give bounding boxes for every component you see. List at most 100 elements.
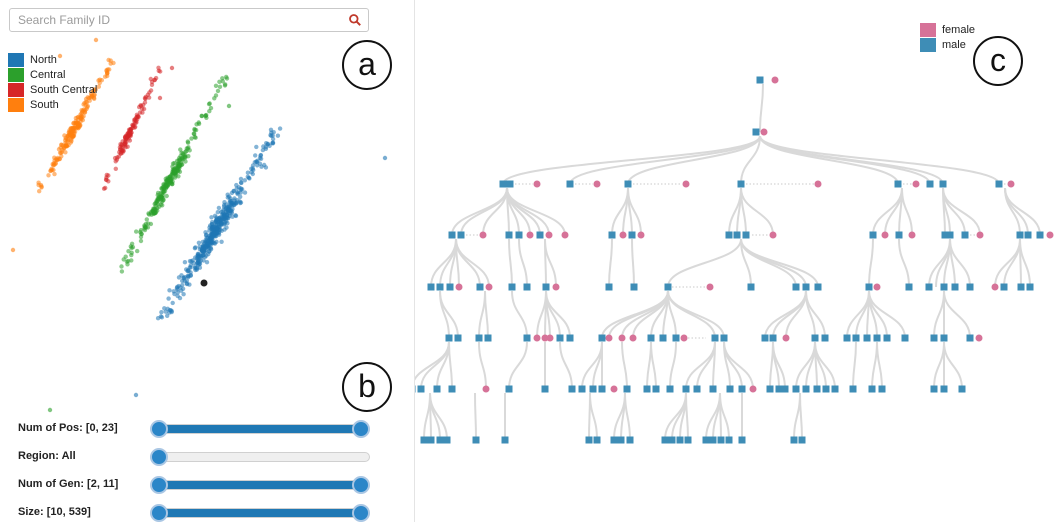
male-node (446, 283, 454, 291)
legend-item-south-central[interactable]: South Central (8, 82, 97, 97)
scatter-point (139, 106, 145, 112)
scatter-point (138, 103, 143, 108)
scatter-point (215, 230, 220, 236)
slider-handle-min[interactable] (150, 420, 168, 438)
scatter-point (46, 173, 51, 178)
scatter-point (192, 131, 197, 137)
scatter-point (103, 74, 108, 79)
scatter-point (186, 275, 191, 280)
tree-link (772, 341, 786, 390)
scatter-point (214, 221, 219, 226)
scatter-point (250, 171, 255, 177)
tree-link (449, 238, 457, 288)
male-node (661, 436, 669, 444)
legend-item-south[interactable]: South (8, 97, 97, 112)
male-node (626, 436, 634, 444)
tree-link (451, 187, 508, 236)
female-node (455, 283, 463, 291)
male-node (476, 283, 484, 291)
scatter-point (103, 177, 109, 182)
legend-label: female (942, 23, 976, 36)
male-node (725, 231, 733, 239)
male-node (668, 436, 676, 444)
female-node (637, 231, 645, 239)
male-node (630, 283, 638, 291)
search-input[interactable] (18, 12, 338, 28)
male-node (417, 385, 425, 393)
female-node (749, 385, 757, 393)
female-node (908, 231, 916, 239)
search-box[interactable] (9, 8, 369, 32)
scatter-point (143, 221, 149, 227)
scatter-point (123, 145, 128, 150)
male-node (628, 231, 636, 239)
male-node (448, 231, 456, 239)
slider-handle-max[interactable] (352, 476, 370, 494)
male-node (566, 180, 574, 188)
scatter-point (165, 183, 171, 188)
slider-handle-max[interactable] (352, 504, 370, 522)
scatter-point (137, 110, 143, 115)
filter-num-of-gen: Num of Gen: [2, 11] (0, 469, 414, 499)
slider-handle[interactable] (150, 448, 168, 466)
slider-handle-min[interactable] (150, 476, 168, 494)
slider-handle-min[interactable] (150, 504, 168, 522)
family-tree[interactable] (415, 0, 1062, 522)
female-node (814, 180, 822, 188)
male-node (930, 334, 938, 342)
scatter-point (201, 249, 207, 254)
male-node (769, 334, 777, 342)
tree-link (898, 238, 910, 288)
slider-track[interactable] (150, 452, 370, 462)
tree-link (740, 135, 761, 185)
scatter-point (277, 126, 283, 131)
tree-link (621, 290, 669, 339)
tree-link (581, 341, 603, 390)
scatter-point (165, 313, 170, 318)
scatter-point (159, 310, 164, 315)
filter-label: Region: All (18, 450, 76, 462)
legend-swatch (8, 97, 24, 112)
scatter-point (215, 210, 220, 215)
region-scatter-plot[interactable] (0, 30, 414, 420)
male-node (536, 231, 544, 239)
male-node (684, 436, 692, 444)
scatter-point (217, 79, 222, 84)
male-node (733, 231, 741, 239)
scatter-point (135, 248, 140, 254)
scatter-point (238, 176, 244, 182)
scatter-point (215, 88, 221, 94)
male-node (505, 385, 513, 393)
tree-link (942, 187, 981, 236)
scatter-point (148, 221, 154, 227)
scatter-point (149, 212, 154, 217)
male-node (515, 231, 523, 239)
legend-item-central[interactable]: Central (8, 67, 97, 82)
tree-link (943, 341, 963, 390)
scatter-point (56, 147, 62, 152)
tree-link (868, 290, 888, 339)
filter-region: Region: All (0, 441, 414, 471)
tree-link (868, 290, 906, 339)
tree-link (608, 238, 613, 288)
scatter-point (216, 205, 222, 211)
legend-label: North (30, 53, 57, 66)
male-node (623, 385, 631, 393)
female-node (881, 231, 889, 239)
search-icon[interactable] (348, 13, 362, 27)
male-node (951, 283, 959, 291)
scatter-point (242, 190, 248, 195)
tree-link (624, 392, 631, 441)
legend-swatch (920, 22, 936, 37)
scatter-point (166, 296, 171, 301)
legend-item-north[interactable]: North (8, 52, 97, 67)
tree-link (719, 392, 730, 441)
male-node (802, 283, 810, 291)
scatter-point (68, 126, 73, 131)
scatter-point (192, 127, 197, 133)
tree-link (667, 290, 725, 339)
scatter-point (77, 123, 83, 129)
scatter-point (132, 125, 137, 130)
male-node (666, 385, 674, 393)
slider-handle-max[interactable] (352, 420, 370, 438)
